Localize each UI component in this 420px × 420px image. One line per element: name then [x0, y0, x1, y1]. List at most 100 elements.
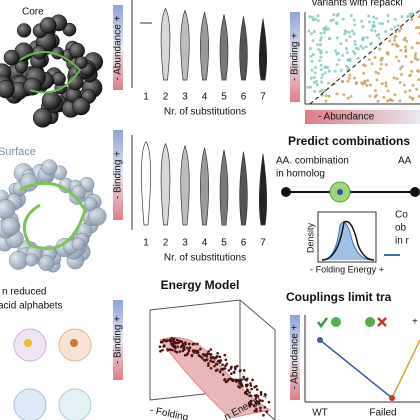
point	[308, 15, 312, 19]
point	[174, 341, 178, 345]
point	[353, 76, 357, 80]
point	[356, 56, 360, 60]
point	[312, 30, 316, 34]
point	[411, 97, 415, 101]
point	[254, 396, 258, 400]
point	[263, 405, 267, 409]
point	[400, 64, 404, 68]
atom	[41, 91, 61, 110]
point	[345, 51, 349, 55]
point	[408, 89, 412, 93]
point	[350, 29, 354, 33]
point	[178, 350, 182, 353]
point	[159, 349, 162, 353]
point	[321, 73, 325, 77]
legend-line: Co	[395, 210, 408, 221]
x-tick-label: Failed	[369, 408, 396, 419]
point	[400, 15, 404, 19]
point	[394, 55, 398, 59]
point	[190, 354, 194, 358]
legend-line: ob	[395, 223, 407, 234]
x-tick-label: 5	[221, 238, 227, 249]
point	[391, 42, 395, 46]
point	[341, 54, 345, 58]
x-tick-label: 3	[182, 92, 188, 103]
point	[319, 63, 323, 67]
x-tick-label: 7	[260, 238, 266, 249]
point	[348, 35, 352, 39]
point	[310, 68, 314, 72]
point	[184, 341, 187, 344]
point	[408, 74, 412, 78]
panel-title: Couplings limit tra	[286, 290, 392, 304]
point	[416, 58, 420, 62]
point	[259, 393, 263, 396]
point	[404, 48, 408, 52]
atom	[0, 79, 15, 99]
x-tick-label: 6	[241, 238, 247, 249]
point	[361, 25, 365, 29]
point	[195, 342, 199, 346]
point	[242, 375, 245, 379]
point	[415, 87, 419, 91]
point	[339, 68, 343, 72]
point	[219, 359, 223, 362]
y-label: Density	[305, 222, 315, 253]
point	[413, 57, 417, 61]
point	[359, 44, 363, 48]
3d-box	[149, 299, 276, 420]
point	[386, 89, 390, 93]
panel-title: Energy Model	[161, 278, 240, 292]
point	[246, 388, 249, 391]
point	[414, 52, 418, 56]
point	[250, 387, 253, 391]
atom	[16, 23, 32, 38]
point	[346, 96, 350, 100]
point	[394, 30, 398, 34]
point	[319, 55, 323, 59]
point	[395, 44, 399, 48]
x-label: - Folding	[149, 405, 189, 420]
axis-arrow	[290, 12, 300, 102]
point	[406, 15, 410, 19]
point	[222, 367, 225, 370]
atom	[32, 108, 53, 128]
point	[337, 58, 341, 62]
point	[259, 409, 262, 412]
text-line: in homolog	[276, 169, 325, 180]
point	[249, 394, 253, 397]
point	[386, 99, 390, 103]
point	[346, 79, 350, 83]
point	[225, 362, 229, 366]
point	[175, 338, 179, 342]
point	[352, 18, 356, 22]
text-line: AA	[398, 156, 412, 167]
point	[344, 30, 348, 34]
point	[322, 26, 326, 30]
violin	[160, 7, 171, 81]
point	[367, 14, 371, 18]
point	[380, 82, 384, 86]
point	[310, 59, 314, 63]
point	[176, 345, 180, 348]
point	[370, 62, 374, 66]
axis-arrow	[113, 300, 123, 380]
point	[244, 390, 248, 394]
point	[309, 85, 313, 89]
density-plot	[317, 211, 377, 263]
point	[182, 347, 185, 351]
point	[336, 12, 340, 16]
point	[378, 21, 382, 25]
point	[311, 39, 315, 43]
point	[313, 80, 317, 84]
point	[393, 35, 397, 39]
point	[362, 71, 366, 75]
alphabet-line: n reduced	[2, 287, 46, 298]
violin	[239, 151, 248, 226]
point	[234, 378, 238, 382]
point	[161, 340, 164, 344]
point	[313, 71, 317, 75]
point	[253, 394, 257, 397]
point	[332, 13, 336, 17]
point	[311, 53, 315, 57]
